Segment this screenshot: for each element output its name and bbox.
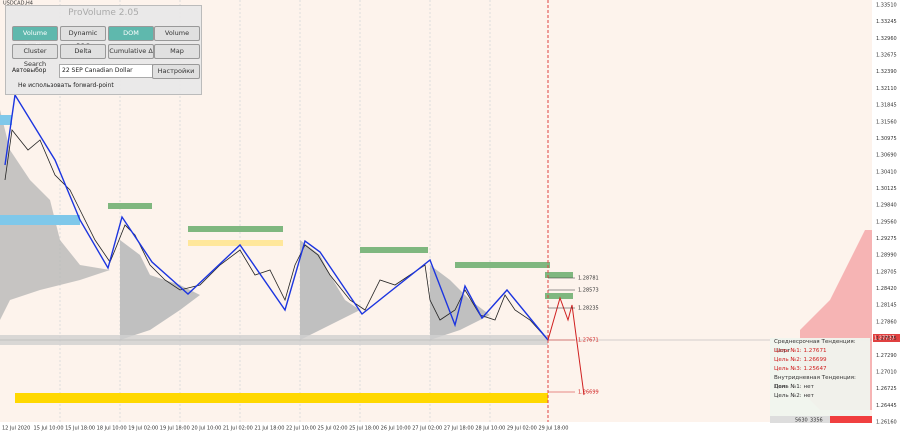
time-axis-bg <box>0 422 872 435</box>
target: Цель №3: 1.25647 <box>774 366 827 372</box>
price-label: 1.27010 <box>876 369 897 375</box>
price-label: 1.32960 <box>876 36 897 42</box>
volume-profile <box>0 110 110 320</box>
price-label: 1.27860 <box>876 319 897 325</box>
button[interactable]: Dynamic POC <box>60 26 106 50</box>
time-label: 15 Jul 18:00 <box>65 426 95 432</box>
time-label: 29 Jul 02:00 <box>507 426 537 432</box>
price-label: 1.30975 <box>876 136 897 142</box>
price-label: 1.28420 <box>876 286 897 292</box>
time-label: 25 Jul 02:00 <box>318 426 348 432</box>
zone <box>0 115 12 125</box>
zone <box>0 215 80 225</box>
price-label: 1.32110 <box>876 86 897 92</box>
price-label: 1.29560 <box>876 219 897 225</box>
price-label: 1.28990 <box>876 253 897 259</box>
medium-term: Среднесрочная Тенденция: Шорт <box>774 339 856 354</box>
price-label: 1.26725 <box>876 386 897 392</box>
price-label: 1.32390 <box>876 69 897 75</box>
volume-buy: 5630 <box>795 418 808 424</box>
price-label: 1.29840 <box>876 203 897 209</box>
price-line <box>4 129 549 341</box>
button[interactable]: Cluster Search <box>12 44 58 68</box>
auto-select-checkbox[interactable]: Автовыбор <box>12 67 47 74</box>
volume-box <box>770 416 830 423</box>
zone <box>455 262 550 268</box>
price-label: 1.33510 <box>876 3 897 9</box>
zone <box>545 272 573 278</box>
time-label: 12 Jul 2020 <box>2 426 30 432</box>
time-label: 18 Jul 10:00 <box>97 426 127 432</box>
zone <box>545 293 573 299</box>
time-label: 20 Jul 10:00 <box>191 426 221 432</box>
price-label: 1.30125 <box>876 186 897 192</box>
current-price: 1.27727 <box>874 336 895 342</box>
time-label: 26 Jul 10:00 <box>381 426 411 432</box>
provolume-panel: ProVolume 2.05 Volume Profile Dynamic PO… <box>5 5 202 95</box>
zone <box>15 393 548 403</box>
time-label: 29 Jul 18:00 <box>538 426 568 432</box>
level-label: 1.28781 <box>578 276 599 282</box>
time-label: 19 Jul 18:00 <box>160 426 190 432</box>
button[interactable]: Volume <box>154 26 200 41</box>
price-label: 1.30410 <box>876 169 897 175</box>
current-price-tag <box>873 334 900 342</box>
volume-profile <box>430 265 490 340</box>
level-label: 1.26699 <box>578 390 599 396</box>
info-panel: Среднесрочная Тенденция: Шорт Цель №1: 1… <box>770 338 870 416</box>
time-label: 21 Jul 18:00 <box>254 426 284 432</box>
button[interactable]: Cumulative Δ <box>108 44 154 59</box>
symbol: USDCAD,H4 <box>3 1 33 7</box>
intraday-target: Цель №1: нет <box>774 384 814 390</box>
price-label: 1.27290 <box>876 353 897 359</box>
price-axis-bg <box>872 0 900 435</box>
zone <box>108 203 152 209</box>
price-label: 1.31560 <box>876 119 897 125</box>
zone <box>188 240 283 246</box>
target: Цель №2: 1.26699 <box>774 357 827 363</box>
time-label: 27 Jul 18:00 <box>444 426 474 432</box>
level-label: 1.27671 <box>578 338 599 344</box>
button[interactable]: Volume Profile <box>12 26 58 50</box>
button[interactable]: Map <box>154 44 200 59</box>
volume-profile <box>300 240 360 340</box>
level-label: 1.28573 <box>578 288 599 294</box>
volume-box <box>830 416 872 423</box>
price-label: 1.27575 <box>876 336 897 342</box>
forecast <box>547 296 585 396</box>
time-label: 22 Jul 10:00 <box>286 426 316 432</box>
settings-button[interactable]: Настройки <box>152 64 200 79</box>
price-label: 1.32675 <box>876 53 897 59</box>
button[interactable]: DOM <box>108 26 154 41</box>
price-label: 1.33245 <box>876 19 897 25</box>
target: Цель №1: 1.27671 <box>774 348 827 354</box>
zone <box>360 247 428 253</box>
level-label: 1.28235 <box>578 306 599 312</box>
price-label: 1.28145 <box>876 303 897 309</box>
time-label: 25 Jul 18:00 <box>349 426 379 432</box>
price-label: 1.28705 <box>876 269 897 275</box>
intraday: Внутридневная Тенденция: Лонг <box>774 375 856 390</box>
time-label: 21 Jul 02:00 <box>223 426 253 432</box>
price-label: 1.30690 <box>876 153 897 159</box>
zone <box>188 226 283 232</box>
instrument-select[interactable]: 22 SEP Canadian Dollar <box>59 64 153 78</box>
panel-title: ProVolume 2.05 <box>68 8 139 18</box>
intraday-target: Цель №2: нет <box>774 393 814 399</box>
time-label: 15 Jul 10:00 <box>34 426 64 432</box>
time-label: 27 Jul 02:00 <box>412 426 442 432</box>
time-label: 19 Jul 02:00 <box>128 426 158 432</box>
volume-profile <box>120 240 200 340</box>
price-label: 1.26445 <box>876 403 897 409</box>
price-label: 1.29275 <box>876 236 897 242</box>
button[interactable]: Delta <box>60 44 106 59</box>
volume-sell: 3356 <box>810 418 823 424</box>
price-label: 1.31845 <box>876 103 897 109</box>
forward-point-checkbox[interactable]: Не использовать forward-point <box>18 82 114 89</box>
price-label: 1.26160 <box>876 420 897 426</box>
zigzag <box>4 92 549 341</box>
time-label: 28 Jul 10:00 <box>475 426 505 432</box>
